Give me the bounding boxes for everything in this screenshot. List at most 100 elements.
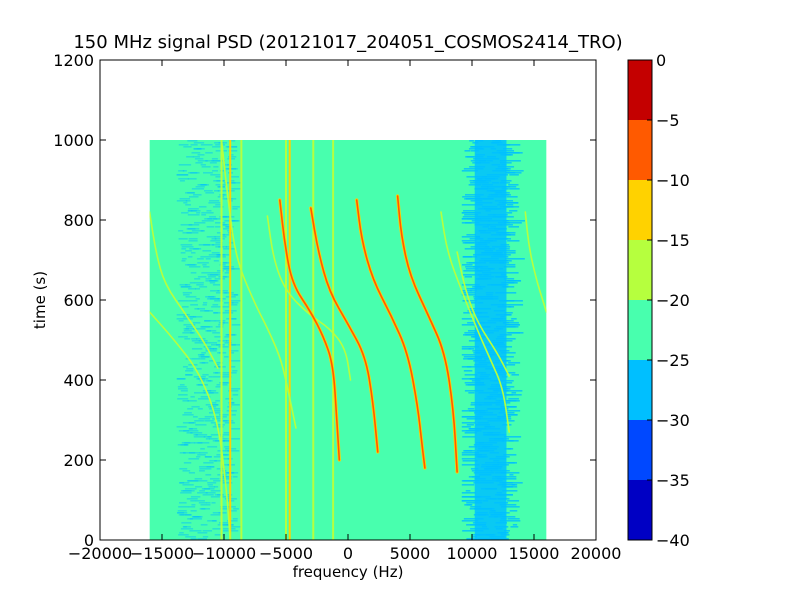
noise-streak — [205, 456, 212, 458]
noise-streak — [224, 336, 231, 338]
noise-streak — [229, 154, 234, 156]
noise-streak — [203, 462, 214, 464]
noise-streak — [502, 148, 513, 150]
noise-streak — [215, 400, 220, 402]
noise-streak — [461, 496, 480, 498]
noise-streak — [220, 198, 233, 200]
noise-streak — [212, 418, 223, 420]
noise-streak — [210, 466, 215, 468]
noise-streak — [464, 382, 484, 384]
noise-streak — [184, 488, 197, 490]
noise-streak — [226, 168, 238, 170]
noise-streak — [216, 180, 225, 182]
noise-streak — [186, 368, 194, 370]
noise-streak — [211, 238, 217, 240]
noise-streak — [200, 524, 208, 526]
noise-streak — [509, 188, 520, 190]
noise-streak — [194, 392, 206, 394]
noise-streak — [499, 504, 517, 506]
colorbar-tick-label: −35 — [656, 471, 690, 490]
noise-streak — [194, 342, 207, 344]
noise-streak — [185, 204, 191, 206]
noise-streak — [185, 370, 194, 372]
noise-streak — [232, 476, 238, 478]
noise-streak — [461, 464, 480, 466]
noise-streak — [226, 372, 237, 374]
noise-streak — [196, 284, 204, 286]
noise-streak — [221, 454, 230, 456]
noise-streak — [182, 490, 195, 492]
noise-streak — [193, 248, 199, 250]
x-tick-label: 20000 — [571, 544, 622, 563]
noise-streak — [506, 204, 514, 206]
noise-streak — [183, 314, 190, 316]
noise-streak — [176, 314, 188, 316]
noise-streak — [220, 268, 232, 270]
noise-streak — [181, 258, 187, 260]
colorbar-tick-label: −10 — [656, 171, 690, 190]
noise-streak — [461, 366, 484, 368]
noise-streak — [224, 356, 229, 358]
noise-streak — [200, 356, 210, 358]
noise-streak — [207, 436, 212, 438]
noise-streak — [213, 372, 219, 374]
noise-streak — [462, 460, 478, 462]
noise-streak — [180, 492, 192, 494]
noise-streak — [186, 326, 193, 328]
noise-streak — [223, 228, 230, 230]
noise-streak — [183, 294, 190, 296]
noise-streak — [213, 166, 219, 168]
noise-streak — [228, 388, 241, 390]
noise-streak — [186, 228, 196, 230]
noise-streak — [216, 344, 225, 346]
noise-streak — [195, 162, 203, 164]
noise-streak — [198, 502, 207, 504]
noise-streak — [226, 198, 237, 200]
noise-streak — [508, 362, 521, 364]
noise-streak — [197, 184, 209, 186]
noise-streak — [191, 406, 200, 408]
noise-streak — [228, 390, 239, 392]
noise-streak — [462, 256, 477, 258]
x-tick-label: 10000 — [447, 544, 498, 563]
noise-streak — [501, 352, 516, 354]
noise-streak — [179, 468, 188, 470]
noise-streak — [471, 536, 478, 538]
noise-streak — [207, 218, 218, 220]
noise-streak — [506, 264, 516, 266]
noise-streak — [182, 332, 194, 334]
noise-streak — [223, 464, 230, 466]
noise-streak — [215, 176, 222, 178]
noise-streak — [231, 220, 239, 222]
noise-streak — [504, 400, 520, 402]
noise-streak — [501, 286, 515, 288]
noise-streak — [221, 496, 231, 498]
noise-streak — [224, 272, 230, 274]
noise-streak — [202, 266, 210, 268]
noise-streak — [210, 240, 222, 242]
noise-streak — [201, 488, 211, 490]
noise-streak — [499, 320, 514, 322]
noise-streak — [178, 238, 188, 240]
noise-streak — [214, 534, 225, 536]
noise-streak — [462, 530, 484, 532]
noise-streak — [204, 416, 213, 418]
noise-streak — [509, 210, 518, 212]
noise-streak — [222, 434, 231, 436]
colorbar-segment — [628, 480, 652, 540]
noise-streak — [179, 532, 184, 534]
noise-streak — [463, 292, 476, 294]
noise-streak — [215, 222, 226, 224]
noise-streak — [187, 192, 195, 194]
noise-streak — [190, 510, 197, 512]
noise-streak — [217, 190, 230, 192]
noise-streak — [212, 332, 220, 334]
noise-streak — [468, 348, 475, 350]
chart-title: 150 MHz signal PSD (20121017_204051_COSM… — [73, 32, 622, 53]
noise-streak — [199, 468, 212, 470]
noise-streak — [505, 346, 513, 348]
noise-streak — [190, 432, 203, 434]
noise-streak — [193, 328, 206, 330]
noise-streak — [466, 366, 472, 368]
noise-streak — [223, 268, 235, 270]
